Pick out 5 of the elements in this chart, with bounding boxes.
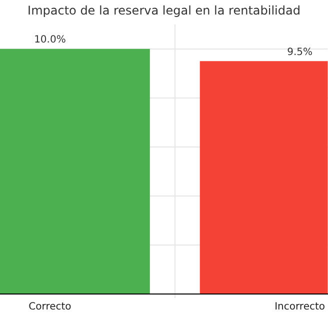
chart-title: Impacto de la reserva legal en la rentabilidad xyxy=(28,3,300,18)
data-label: 9.5% xyxy=(287,46,312,58)
x-tick-label: Correcto xyxy=(28,302,72,313)
x-tick-label: Incorrecto xyxy=(274,302,325,313)
data-label: 10.0% xyxy=(34,34,66,46)
